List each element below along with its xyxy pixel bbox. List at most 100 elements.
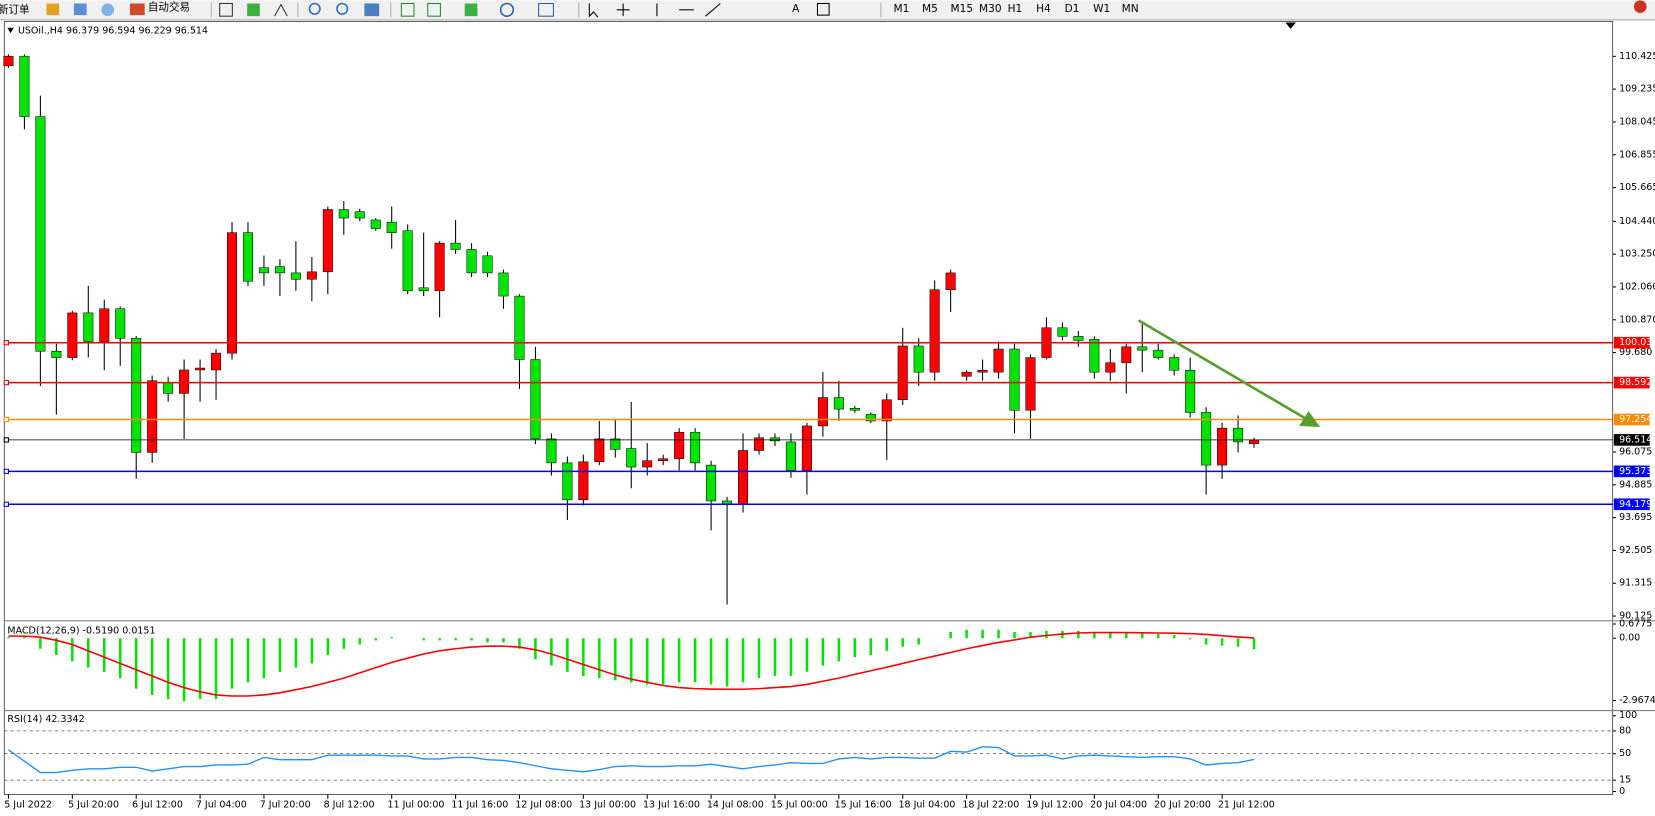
macd-bar [1013,631,1016,639]
icon[interactable] [247,3,260,17]
auto-trading-icon[interactable] [129,3,145,16]
candle-body [929,289,940,373]
candle-body [195,367,206,371]
candle-body [498,272,509,297]
x-tick-label: 15 Jul 00:00 [771,800,828,811]
timeframe-button[interactable]: M1 [894,3,910,15]
x-tick-label: 20 Jul 04:00 [1090,800,1147,811]
timeframe-button[interactable]: H1 [1008,3,1023,15]
level-handle [3,379,9,386]
new-order-button[interactable]: 新订单 [0,3,30,16]
zoom-in[interactable] [308,2,321,15]
candle-body [83,312,94,342]
candle-body [1153,349,1164,358]
candle-body [179,369,190,394]
macd-bar [869,638,873,656]
icon[interactable] [400,2,415,17]
timeframes: M1 M5 M15 M30 H1 H4 D1 W1 MN [894,3,1139,15]
auto-trading-button[interactable]: 自动交易 [148,1,190,14]
y-tick-label: 93.695 [1619,512,1652,523]
macd-bar [134,638,138,689]
candle-body [594,438,605,463]
icon[interactable] [464,3,478,17]
timeframe-button[interactable]: MN [1122,3,1139,15]
icon[interactable] [364,3,380,17]
icon[interactable] [499,2,515,17]
icon[interactable] [46,3,60,16]
candle-body [1169,357,1180,371]
macd-bar [23,636,26,639]
cursor-tool[interactable] [588,3,599,18]
macd-bar [1077,630,1080,639]
candle-body [913,345,924,373]
level-label-box [1613,498,1650,511]
level-handle [3,468,9,474]
candle-body [1249,439,1260,444]
timeframe-button[interactable]: W1 [1093,3,1110,15]
timeframe-button[interactable]: M5 [922,3,938,15]
macd-bar [230,638,234,689]
icon[interactable] [538,2,554,17]
timeframe-button[interactable]: H4 [1036,3,1051,15]
timeframe-button[interactable]: D1 [1065,3,1080,15]
macd-bar [885,638,889,651]
macd-bar [981,629,984,639]
y-tick-label: 80 [1619,725,1631,736]
notification[interactable] [1633,0,1647,13]
text-tool[interactable]: A [792,3,800,15]
macd-signal [8,631,1255,697]
candle-body [1057,327,1068,337]
macd-bar [1236,638,1240,647]
icon[interactable] [73,3,87,16]
arrow-head [1299,411,1321,428]
macd-bar [1045,630,1048,639]
x-tick-label: 21 Jul 12:00 [1218,800,1275,811]
candle-body [881,399,892,422]
trendline-tool[interactable] [705,3,721,17]
macd-bar [470,638,473,641]
y-tick-label: 96.075 [1619,447,1652,458]
level-label: 94.179 [1619,499,1652,510]
icon[interactable] [274,3,288,17]
macd-bar [262,638,266,679]
level-label: 100.039 [1619,337,1655,348]
y-tick-label: 0.6775 [1619,619,1652,630]
timeframe-button[interactable]: M15 [951,3,974,15]
macd-bar [71,638,74,662]
macd-bar [87,638,90,668]
icon[interactable] [219,2,233,17]
y-tick-label: 103.250 [1619,249,1655,260]
macd-bar [1172,635,1176,639]
icon[interactable] [101,3,115,17]
macd-bar [805,638,809,672]
candle-body [482,255,493,274]
zoom-out[interactable] [336,2,349,15]
macd-bar [294,638,298,668]
y-tick-label: 104.440 [1619,216,1655,227]
macd-bar [1204,638,1208,645]
macd-bar [725,638,729,687]
y-tick-label: 50 [1619,748,1631,759]
candle-body [769,437,780,442]
macd-bar [550,638,553,666]
y-tick-label: 94.885 [1619,479,1652,490]
candle-body [690,432,701,464]
label-tool[interactable] [816,2,830,16]
candle-body [578,461,589,501]
macd-bar [789,638,793,677]
macd-bar [150,638,154,695]
icon[interactable] [427,2,441,17]
macd-bar [997,629,1000,639]
crosshair-tool[interactable] [616,3,630,17]
arrow-line [1137,319,1309,421]
candle-body [418,287,429,292]
candle-body [67,312,78,358]
macd-bar [310,638,314,664]
macd-bar [645,638,649,685]
macd-bar [1156,634,1160,639]
level-handle [3,340,9,346]
macd-bar [677,638,681,683]
candle-body [1073,336,1084,341]
timeframe-button[interactable]: M30 [979,3,1002,15]
y-tick-label: 15 [1619,775,1631,786]
